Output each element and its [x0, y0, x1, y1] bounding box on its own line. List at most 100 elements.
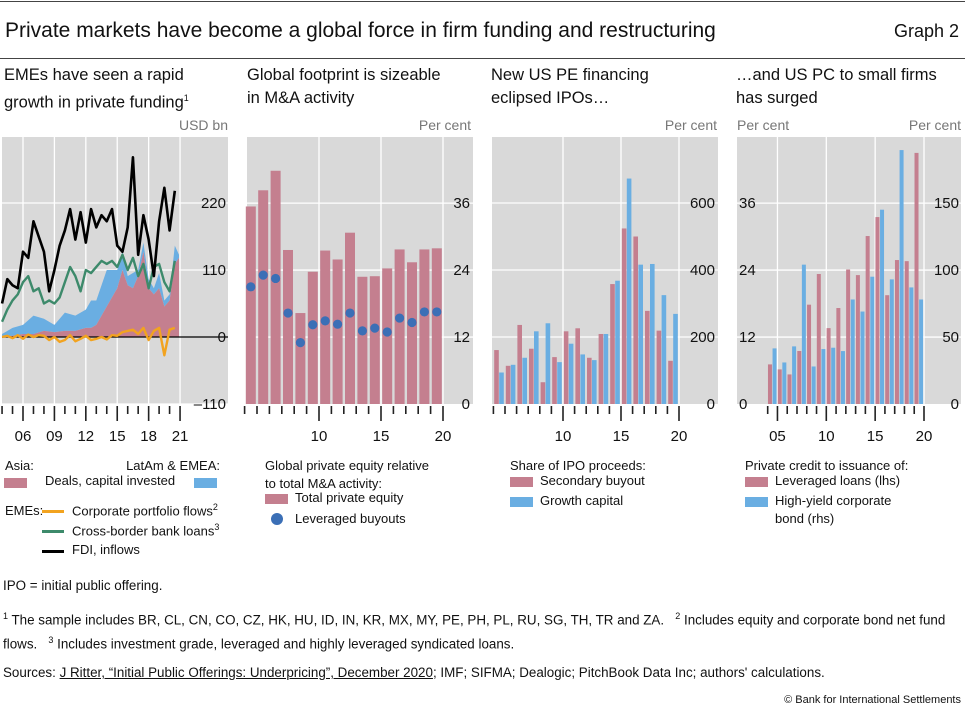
- legend2-head1: Global private equity relative: [265, 458, 430, 473]
- x-tick-label: 15: [109, 428, 126, 445]
- bar-leveraged-loans: [855, 275, 860, 404]
- bar-total-private-equity: [407, 262, 417, 404]
- bar-growth-capital: [510, 364, 516, 404]
- bar-total-private-equity: [345, 232, 355, 404]
- bar-high-yield-bond: [870, 276, 875, 404]
- y-tick-label: 600: [690, 195, 715, 212]
- footnote-ref-2: 2: [212, 502, 218, 512]
- legend-hy-swatch: [745, 497, 768, 507]
- y-tick-label-left: 24: [739, 262, 756, 279]
- panel3-title-line2: eclipsed IPOs…: [491, 89, 610, 107]
- legend-total-pe-label: Total private equity: [295, 490, 404, 505]
- bar-secondary-buyout: [598, 333, 604, 404]
- bar-leveraged-loans: [767, 364, 772, 404]
- x-tick-label: 18: [140, 428, 157, 445]
- bar-high-yield-bond: [899, 150, 904, 404]
- x-tick-label: 20: [671, 428, 688, 445]
- bar-leveraged-loans: [846, 269, 851, 404]
- panel1-title-line2: growth in private funding1: [4, 87, 189, 115]
- bar-growth-capital: [650, 263, 655, 404]
- bar-secondary-buyout: [668, 360, 673, 404]
- legend3-head: Share of IPO proceeds:: [510, 458, 646, 473]
- legend-secondary-swatch: [510, 477, 533, 487]
- bar-total-private-equity: [258, 190, 269, 404]
- dot-leveraged-buyouts: [320, 316, 330, 326]
- bar-secondary-buyout: [633, 236, 638, 404]
- legend-total-pe-swatch: [265, 494, 288, 504]
- panel1-title-line1: EMEs have seen a rapid: [4, 66, 184, 84]
- bar-leveraged-loans: [914, 152, 919, 404]
- dot-leveraged-buyouts: [407, 317, 417, 328]
- sources: Sources: J Ritter, “Initial Public Offer…: [3, 662, 825, 683]
- bar-total-private-equity: [431, 248, 442, 404]
- sources-link[interactable]: J Ritter, “Initial Public Offerings: Und…: [59, 665, 433, 680]
- bar-high-yield-bond: [772, 348, 777, 404]
- bar-total-private-equity: [332, 259, 343, 404]
- panel4-unit-left: Per cent: [737, 117, 790, 133]
- dot-leveraged-buyouts: [432, 307, 442, 317]
- x-tick-label: 20: [435, 428, 452, 445]
- bar-total-private-equity: [357, 276, 368, 404]
- panel1-unit: USD bn: [178, 117, 228, 133]
- bar-total-private-equity: [419, 249, 430, 404]
- x-tick-label: 21: [172, 428, 189, 445]
- footnote-3: Includes investment grade, leveraged and…: [53, 636, 515, 652]
- y-tick-label: 400: [690, 262, 715, 279]
- bar-secondary-buyout: [494, 350, 499, 404]
- bar-growth-capital: [626, 178, 632, 404]
- legend-portfolio-label: Corporate portfolio flows2: [72, 502, 218, 518]
- bar-total-private-equity: [245, 206, 256, 404]
- bar-growth-capital: [557, 362, 562, 404]
- bar-secondary-buyout: [540, 382, 546, 404]
- legend-growth-label: Growth capital: [540, 493, 624, 508]
- legend-loans-swatch: [745, 477, 768, 487]
- bar-leveraged-loans: [875, 217, 880, 404]
- bar-growth-capital: [499, 372, 504, 404]
- bar-secondary-buyout: [575, 328, 580, 404]
- bar-total-private-equity: [270, 170, 281, 404]
- legend-loans-label: Leveraged loans (lhs): [775, 473, 901, 488]
- panel1-title-text: growth in private funding: [4, 93, 184, 112]
- legend-hy-label1: High-yield corporate: [775, 493, 892, 508]
- panel3-title: New US PE financing eclipsed IPOs…: [491, 64, 649, 110]
- x-tick-label: 09: [46, 428, 63, 445]
- y-tick-label: 12: [453, 329, 470, 346]
- x-tick-label: 20: [916, 428, 933, 445]
- bar-growth-capital: [534, 331, 539, 404]
- y-tick-label: 200: [690, 329, 715, 346]
- legend-latam-label: LatAm & EMEA:: [126, 458, 220, 473]
- dot-leveraged-buyouts: [333, 319, 343, 329]
- bar-growth-capital: [592, 360, 597, 404]
- footnote-1: The sample includes BR, CL, CN, CO, CZ, …: [8, 612, 665, 628]
- y-tick-label: –110: [194, 396, 226, 413]
- legend4-head: Private credit to issuance of:: [745, 458, 909, 473]
- bar-leveraged-loans: [836, 308, 841, 404]
- bar-growth-capital: [603, 333, 609, 404]
- panel4-title: …and US PC to small firms has surged: [736, 64, 937, 110]
- legend-lbo-dot: [271, 513, 283, 525]
- bar-leveraged-loans: [797, 350, 802, 404]
- dot-leveraged-buyouts: [395, 313, 405, 323]
- panel4-title-line2: has surged: [736, 89, 818, 107]
- footnote-ref-1: 1: [183, 93, 189, 103]
- legend-lbo-label: Leveraged buyouts: [295, 511, 406, 526]
- y-tick-label-left: 0: [739, 396, 747, 413]
- line-portfolio-flows: [1, 326, 176, 357]
- footnote-2-mark: 2: [675, 611, 681, 621]
- bar-growth-capital: [638, 264, 643, 404]
- bar-high-yield-bond: [889, 279, 894, 404]
- legend-deals-label: Deals, capital invested: [45, 473, 176, 488]
- legend-asia-swatch: [4, 478, 27, 488]
- bar-leveraged-loans: [904, 261, 909, 404]
- dot-leveraged-buyouts: [382, 327, 392, 337]
- legend-emes-label: EMEs:: [5, 503, 44, 518]
- sources-rest: ; IMF; SIFMA; Dealogic; PitchBook Data I…: [432, 665, 825, 680]
- dot-leveraged-buyouts: [357, 326, 367, 336]
- area-latam-emea: [2, 242, 180, 337]
- bar-high-yield-bond: [840, 351, 845, 404]
- dot-leveraged-buyouts: [271, 273, 281, 284]
- panel3-title-line1: New US PE financing: [491, 66, 649, 84]
- footnote-1-mark: 1: [3, 611, 9, 621]
- x-tick-label: 10: [818, 428, 835, 445]
